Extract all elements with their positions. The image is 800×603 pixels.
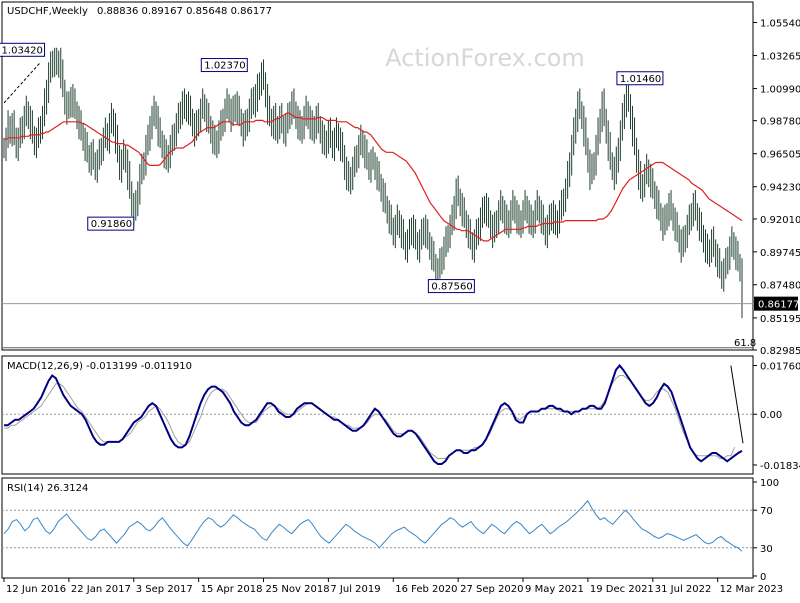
- price-panel: [1, 1, 754, 351]
- macd-trend-line: [730, 365, 744, 444]
- price-y-tick-label: 0.92010: [760, 215, 800, 226]
- price-series-layer: 1.03420 0.91860 1.02370 0.87560 1.01460: [0, 42, 753, 349]
- price-y-tick-label: 0.82985: [760, 346, 800, 357]
- price-y-tick-label: 0.96505: [760, 150, 800, 161]
- price-annotation-label: 1.01460: [620, 74, 661, 85]
- rsi-panel: [1, 477, 754, 579]
- watermark: ActionForex.com: [385, 44, 585, 72]
- x-tick-label: 7 Jul 2019: [330, 584, 380, 595]
- price-annotation-box: [0, 42, 46, 57]
- price-annotation-box: [616, 71, 664, 86]
- rsi-y-tick-label: 70: [760, 506, 773, 517]
- rsi-line: [3, 499, 743, 552]
- price-y-tick-label: 0.98780: [760, 117, 800, 128]
- x-tick-label: 12 Jun 2016: [6, 584, 66, 595]
- macd-y-tick-label: 0.017603: [760, 362, 800, 373]
- price-y-tick-label: 0.87480: [760, 281, 800, 292]
- trend-line: [3, 61, 41, 104]
- rsi-title: RSI(14) 26.3124: [7, 483, 88, 494]
- price-y-tick-label: 1.00990: [760, 85, 800, 96]
- x-tick-label: 9 May 2021: [525, 584, 584, 595]
- rsi-y-tick-label: 0: [760, 572, 766, 583]
- price-y-tick-label: 0.85195: [760, 314, 800, 325]
- axis-layer: 1.05540 1.03265 1.00990 0.98780 0.96505 0.942…: [3, 19, 800, 595]
- x-tick-label: 31 Jul 2022: [655, 584, 712, 595]
- macd-y-tick-label: 0.00: [760, 410, 782, 421]
- current-price-badge: [754, 296, 798, 311]
- x-tick-label: 19 Dec 2021: [590, 584, 654, 595]
- x-tick-label: 16 Feb 2020: [395, 584, 457, 595]
- macd-series-layer: [2, 363, 753, 465]
- price-y-tick-label: 1.03265: [760, 52, 800, 63]
- rsi-series-layer: [2, 499, 753, 552]
- macd-panel: [1, 355, 754, 475]
- x-tick-label: 15 Apr 2018: [201, 584, 263, 595]
- x-tick-label: 3 Sep 2017: [136, 584, 193, 595]
- moving-average-line: [4, 112, 743, 242]
- price-y-tick-label: 0.94230: [760, 183, 800, 194]
- macd-title: MACD(12,26,9) -0.013199 -0.011910: [7, 361, 192, 372]
- chart-title: USDCHF,Weekly: [7, 6, 88, 17]
- price-annotation-box: [427, 279, 475, 294]
- price-annotation-label: 1.03420: [2, 45, 43, 56]
- price-y-tick-label: 1.05540: [760, 19, 800, 30]
- x-tick-label: 27 Sep 2020: [460, 584, 523, 595]
- x-tick-label: 22 Jan 2017: [71, 584, 131, 595]
- rsi-y-tick-label: 100: [760, 478, 779, 489]
- x-tick-label: 12 Mar 2023: [720, 584, 783, 595]
- macd-line: [4, 363, 743, 465]
- price-annotation-box: [200, 58, 248, 73]
- x-tick-label: 25 Nov 2018: [266, 584, 330, 595]
- price-annotation-label: 1.02370: [204, 61, 245, 72]
- current-price-label: 0.86177: [758, 300, 799, 311]
- rsi-y-tick-label: 30: [760, 544, 773, 555]
- price-y-tick-label: 0.89745: [760, 248, 800, 259]
- macd-y-tick-label: -0.01834: [760, 461, 800, 472]
- fib-level-label: 61.8: [734, 338, 756, 349]
- price-annotation-label: 0.87560: [431, 282, 472, 293]
- macd-signal-line: [4, 375, 736, 459]
- ohlc-readout: 0.88836 0.89167 0.85648 0.86177: [97, 6, 272, 17]
- price-annotation-box: [87, 216, 135, 231]
- price-annotation-label: 0.91860: [91, 219, 132, 230]
